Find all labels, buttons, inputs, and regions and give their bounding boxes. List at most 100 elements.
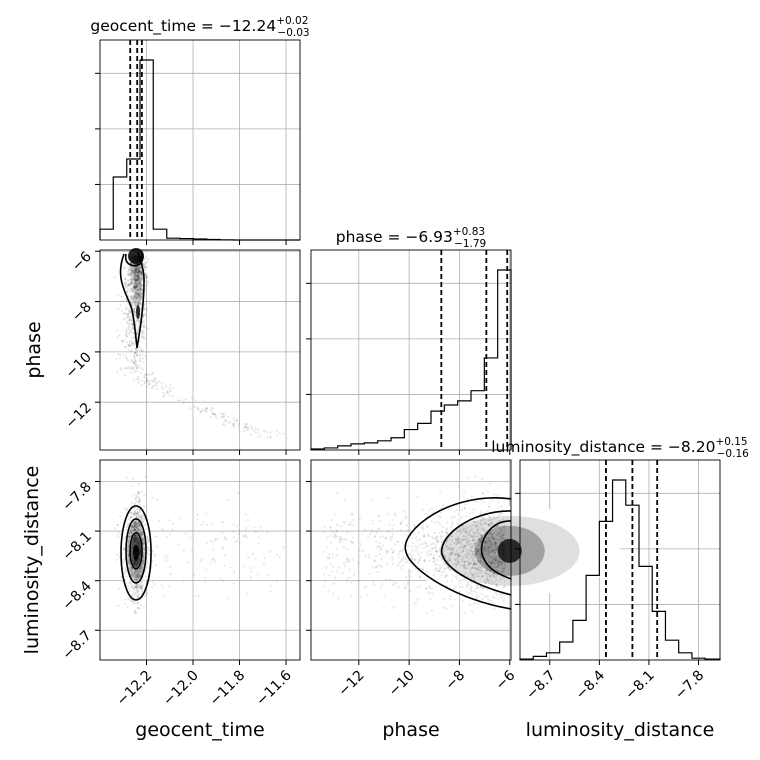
sample-point [472,563,476,566]
sample-point [133,549,136,552]
sample-point [139,288,142,292]
sample-point [141,285,144,288]
sample-point [138,575,142,578]
sample-point [495,548,498,552]
sample-point [136,328,139,331]
sample-point [149,531,152,534]
sample-point [426,554,429,557]
sample-point [138,266,141,270]
sample-point [135,330,139,334]
sample-point [473,500,476,503]
sample-point [125,332,128,336]
sample-point [339,535,342,538]
sample-point [132,327,135,330]
sample-point [139,277,142,280]
sample-point [133,559,136,562]
sample-point [128,552,131,555]
sample-point [475,567,479,570]
sample-point [481,574,485,578]
sample-point [455,528,458,531]
sample-point [491,561,494,564]
sample-point [222,414,225,418]
sample-point [134,553,138,556]
sample-point [146,283,149,286]
sample-point [129,573,132,576]
sample-point [493,537,496,540]
sample-point [132,290,135,293]
sample-point [446,531,449,535]
sample-point [141,552,144,555]
sample-point [346,579,349,582]
sample-point [480,534,484,537]
sample-point [130,330,133,333]
sample-point [133,314,136,317]
sample-point [138,255,142,258]
sample-point [136,274,139,277]
sample-point [134,332,137,335]
sample-point [136,333,139,336]
sample-point [130,281,134,284]
sample-point [141,525,144,528]
sample-point [132,552,135,555]
sample-point [211,411,214,414]
sample-point [134,538,137,541]
sample-point [135,264,138,267]
sample-point [187,401,190,404]
sample-point [475,595,478,598]
sample-point [132,547,135,550]
sample-point [182,401,185,405]
sample-point [479,546,482,549]
sample-point [133,283,136,286]
sample-point [494,572,497,575]
sample-point [443,546,446,549]
sample-point [139,286,142,289]
sample-point [137,262,140,265]
sample-point [129,300,132,303]
sample-point [331,553,335,556]
sample-point [392,523,396,527]
sample-point [144,284,147,288]
sample-point [244,529,247,532]
sample-point [433,511,436,514]
sample-point [331,565,335,568]
sample-point [438,555,441,559]
sample-point [497,561,500,564]
sample-point [137,378,140,381]
sample-point [499,554,502,558]
sample-point [137,542,140,545]
sample-point [127,343,130,347]
sample-point [127,545,130,548]
sample-point [136,537,140,540]
sample-point [139,552,143,555]
sample-point [140,293,143,296]
sample-point [138,257,141,260]
sample-point [497,563,501,566]
sample-point [137,259,140,263]
sample-point [144,586,147,589]
sample-point [472,577,476,581]
sample-point [446,545,449,548]
sample-point [132,285,136,288]
sample-point [141,273,144,276]
sample-point [490,521,493,524]
sample-point [129,262,132,265]
sample-point [145,377,148,380]
sample-point [465,540,469,544]
sample-point [439,552,442,556]
sample-point [141,538,144,541]
sample-point [486,509,489,512]
sample-point [478,538,481,541]
sample-point [140,562,143,566]
sample-point [145,563,148,566]
sample-point [162,529,165,532]
sample-point [134,280,137,283]
sample-point [134,549,137,552]
sample-point [123,558,126,561]
sample-point [128,256,131,259]
sample-point [483,512,486,515]
sample-point [125,548,128,552]
sample-point [464,503,467,506]
sample-point [134,352,137,355]
sample-point [120,368,123,371]
sample-point [137,303,140,307]
